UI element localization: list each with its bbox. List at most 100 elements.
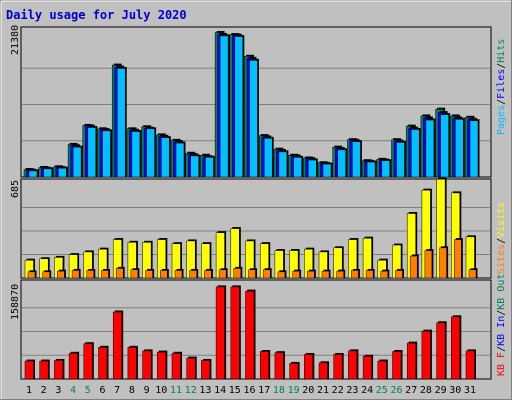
bar-pages-day-9 xyxy=(146,128,155,178)
bar-pages-day-23 xyxy=(352,141,361,178)
bar-pages-day-11 xyxy=(175,142,185,178)
bar-kbf-day-25 xyxy=(377,360,387,380)
bar-pages-day-15 xyxy=(234,36,244,178)
bar-sites-day-27 xyxy=(409,255,418,279)
bar-pages-day-12 xyxy=(190,155,199,178)
bar-sites-day-4 xyxy=(71,270,80,279)
bar-kbf-day-26 xyxy=(392,351,402,380)
day-label-16: 16 xyxy=(243,385,255,396)
bar-sites-day-16 xyxy=(248,269,256,279)
day-label-15: 15 xyxy=(229,385,241,396)
hits-legend-text-part: Files xyxy=(496,69,507,99)
bar-pages-day-22 xyxy=(337,149,346,178)
bar-sites-day-5 xyxy=(86,270,95,279)
bar-pages-day-13 xyxy=(205,157,214,178)
day-label-1: 1 xyxy=(26,385,32,396)
bar-kbf-day-29 xyxy=(436,322,446,380)
bar-pages-day-6 xyxy=(102,130,111,178)
kbytes-ymax-label: 158870 xyxy=(10,284,21,320)
bar-sites-day-14 xyxy=(218,269,227,279)
bar-sites-day-17 xyxy=(262,269,271,279)
bar-kbf-day-1 xyxy=(24,360,34,380)
bar-kbf-day-16 xyxy=(245,290,255,380)
day-label-4: 4 xyxy=(70,385,76,396)
bar-sites-day-15 xyxy=(233,268,242,279)
day-label-30: 30 xyxy=(449,385,461,396)
visits-legend: Sites/Visits xyxy=(496,202,507,274)
hits-files-pages-panel: 21380 Pages/Files/Hits xyxy=(10,25,507,178)
bar-kbf-day-28 xyxy=(421,330,431,380)
bar-sites-day-28 xyxy=(424,250,433,279)
bar-pages-day-10 xyxy=(161,137,170,178)
bar-pages-day-26 xyxy=(396,142,405,178)
day-label-11: 11 xyxy=(170,385,182,396)
bar-kbf-day-15 xyxy=(230,286,240,380)
bar-kbf-day-30 xyxy=(451,316,461,380)
day-label-10: 10 xyxy=(155,385,167,396)
bar-pages-day-18 xyxy=(278,151,288,178)
bar-kbf-day-24 xyxy=(362,356,372,380)
bar-pages-day-31 xyxy=(469,120,479,178)
day-label-21: 21 xyxy=(317,385,329,396)
kbytes-bars xyxy=(22,285,490,380)
visits-legend-text-part: Visits xyxy=(496,202,507,238)
bar-pages-day-8 xyxy=(131,131,141,178)
bar-pages-day-30 xyxy=(455,119,464,178)
hits-bars xyxy=(22,31,490,178)
bar-kbf-day-3 xyxy=(54,360,64,380)
bar-sites-day-18 xyxy=(277,271,286,279)
hits-legend: Pages/Files/Hits xyxy=(496,39,507,135)
day-label-22: 22 xyxy=(332,385,344,396)
bar-sites-day-12 xyxy=(189,270,197,279)
bar-pages-day-5 xyxy=(87,127,97,178)
day-label-2: 2 xyxy=(41,385,47,396)
bar-kbf-day-4 xyxy=(68,353,78,380)
visits-ymax-label: 685 xyxy=(10,180,21,198)
bar-sites-day-10 xyxy=(160,270,168,279)
bar-pages-day-21 xyxy=(322,163,332,178)
day-label-14: 14 xyxy=(214,385,226,396)
bar-sites-day-24 xyxy=(365,270,374,279)
bar-kbf-day-2 xyxy=(39,360,49,380)
hits-legend-text: Pages/Files/Hits xyxy=(496,39,507,135)
visits-legend-text-part: Sites xyxy=(496,244,507,274)
day-label-27: 27 xyxy=(405,385,417,396)
bar-pages-day-28 xyxy=(425,119,435,178)
bar-pages-day-7 xyxy=(116,68,126,178)
bar-kbf-day-12 xyxy=(186,357,196,380)
day-label-13: 13 xyxy=(199,385,211,396)
day-label-5: 5 xyxy=(85,385,91,396)
day-label-7: 7 xyxy=(114,385,120,396)
bar-kbf-day-27 xyxy=(406,342,416,380)
bar-sites-day-26 xyxy=(395,270,403,279)
hits-ymax-label: 21380 xyxy=(10,25,21,55)
bar-kbf-day-11 xyxy=(171,353,181,380)
visits-legend-text: Sites/Visits xyxy=(496,202,507,274)
bar-pages-day-24 xyxy=(366,161,376,178)
bar-pages-day-2 xyxy=(43,168,52,178)
bar-sites-day-3 xyxy=(57,270,65,279)
day-label-29: 29 xyxy=(435,385,447,396)
day-label-12: 12 xyxy=(185,385,197,396)
day-label-18: 18 xyxy=(273,385,285,396)
kbytes-legend-text-part: KB In xyxy=(496,316,507,346)
day-label-31: 31 xyxy=(464,385,476,396)
bar-kbf-day-31 xyxy=(465,350,475,380)
day-label-28: 28 xyxy=(420,385,432,396)
bar-sites-day-20 xyxy=(307,270,315,279)
bar-pages-day-20 xyxy=(308,159,317,178)
day-label-9: 9 xyxy=(144,385,150,396)
day-label-17: 17 xyxy=(258,385,270,396)
bar-kbf-day-23 xyxy=(348,350,358,380)
bar-kbf-day-21 xyxy=(318,362,328,380)
kbytes-panel: 158870 KB F/KB In/KB Out xyxy=(10,274,507,380)
bar-kbf-day-14 xyxy=(215,286,225,380)
bar-pages-day-19 xyxy=(293,157,302,178)
day-label-19: 19 xyxy=(288,385,300,396)
bar-sites-day-29 xyxy=(439,247,447,279)
kbytes-legend-text-part: KB F xyxy=(496,352,507,376)
bar-sites-day-30 xyxy=(454,239,462,279)
bar-sites-day-9 xyxy=(145,270,153,279)
day-label-25: 25 xyxy=(376,385,388,396)
